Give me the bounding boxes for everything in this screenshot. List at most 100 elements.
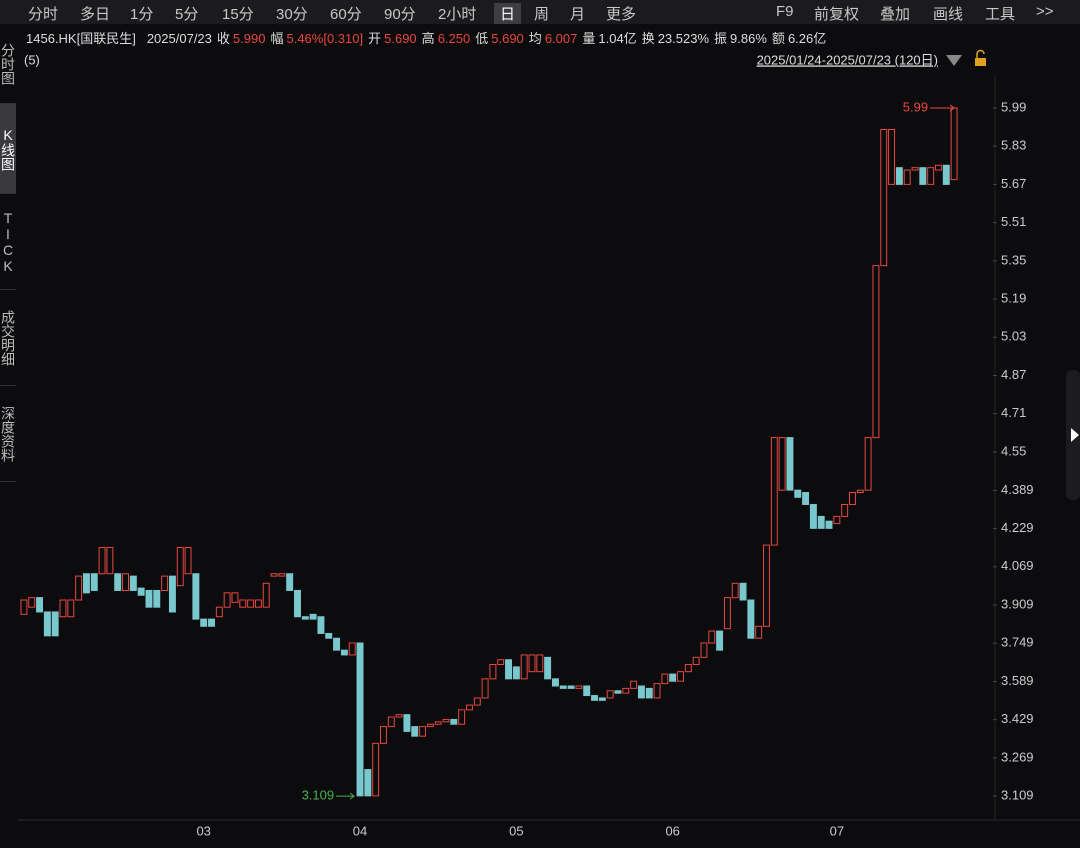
symbol: 1456.HK[国联民生]	[26, 31, 136, 46]
field-value: 9.86%	[730, 31, 767, 46]
candle-down	[340, 649, 348, 656]
candle-down	[411, 726, 419, 737]
field-label: 收	[216, 31, 230, 46]
candle-down	[598, 697, 606, 701]
tab[interactable]: 分时	[28, 6, 59, 23]
tab[interactable]: 60分	[330, 6, 362, 23]
tool-button[interactable]: 画线	[933, 6, 964, 23]
candle-up	[278, 573, 286, 577]
candle-up	[184, 546, 192, 575]
candle-up	[75, 575, 83, 601]
candle-up	[481, 678, 489, 699]
tool-button[interactable]: >>	[1036, 3, 1054, 20]
y-tick-label: 3.269	[1001, 749, 1034, 764]
tool-button[interactable]: 前复权	[814, 6, 860, 23]
expand-arrow	[1071, 428, 1079, 442]
candle-down	[505, 659, 513, 680]
candle-down	[544, 656, 552, 680]
candle-up	[731, 582, 739, 599]
tab[interactable]: 1分	[130, 6, 154, 23]
y-tick-label: 4.069	[1001, 558, 1034, 573]
y-tick-label: 5.35	[1001, 252, 1026, 267]
field-value: 5.690	[491, 31, 524, 46]
candle-up	[864, 437, 872, 491]
candle-up	[849, 492, 856, 505]
candle-up	[927, 167, 935, 185]
range-label: 2025/01/24-2025/07/23 (120日)	[757, 52, 938, 67]
candle-up	[520, 654, 528, 680]
candle-down	[817, 515, 825, 529]
candle-down	[825, 520, 833, 529]
candle-up	[270, 573, 278, 577]
y-tick-label: 3.909	[1001, 596, 1034, 611]
candle-down	[192, 573, 200, 620]
candle-down	[591, 695, 598, 701]
side-tab[interactable]: 深度资料	[0, 386, 16, 482]
sidebar: 分时图 K线图 TICK 成交明细 深度资料	[0, 24, 16, 534]
field-label: 量	[582, 31, 596, 46]
candle-up	[723, 597, 731, 630]
side-tab[interactable]: 成交明细	[0, 290, 16, 386]
candle-down	[294, 589, 301, 618]
tab[interactable]: 周	[534, 6, 550, 23]
lock-shackle	[976, 49, 985, 58]
candle-down	[200, 618, 208, 627]
tab[interactable]: 2小时	[438, 6, 477, 23]
low-arrow-head	[349, 792, 355, 800]
candle-up	[161, 575, 169, 591]
candle-up	[215, 606, 223, 618]
field-label: 低	[475, 31, 489, 46]
candle-down	[450, 718, 458, 725]
tab[interactable]: 更多	[606, 6, 637, 23]
tab[interactable]: 日	[494, 3, 522, 24]
candle-down	[82, 573, 90, 594]
candle-down	[317, 616, 325, 634]
candle-down	[637, 685, 645, 699]
candle-up	[419, 726, 427, 737]
candle-up	[606, 690, 614, 699]
tab[interactable]: 5分	[175, 6, 199, 23]
field-value: 6.007	[544, 31, 578, 46]
candle-down	[716, 630, 724, 651]
field-label: 换	[641, 31, 655, 46]
side-tab[interactable]: 分时图	[0, 24, 16, 104]
candle-down	[567, 685, 575, 689]
tab[interactable]: 多日	[80, 6, 111, 23]
candle-up	[684, 664, 692, 673]
tab[interactable]: 月	[570, 6, 586, 23]
candle-down	[786, 437, 794, 491]
candle-up	[458, 709, 466, 725]
field-value: 5.690	[384, 31, 417, 46]
x-tick-label: 05	[509, 823, 523, 838]
tab[interactable]: 15分	[222, 6, 254, 23]
field-value: 5.990	[232, 31, 266, 46]
candle-down	[90, 573, 98, 591]
tab[interactable]: 30分	[276, 6, 308, 23]
candle-down	[512, 666, 520, 680]
candle-down	[559, 685, 567, 689]
tab[interactable]: 90分	[384, 6, 416, 23]
candle-up	[395, 714, 403, 718]
tool-button[interactable]: 工具	[985, 6, 1016, 23]
candle-up	[677, 671, 684, 682]
tool-button[interactable]: 叠加	[880, 6, 911, 23]
y-tick-label: 5.67	[1001, 176, 1026, 191]
candle-up	[661, 673, 669, 685]
toolbar: 分时 多日 1分 5分 15分 30分 60分 90分 2小时日周 月 更多 F9 前复权 叠加 画线 工具 >…	[0, 0, 1080, 24]
field-value: 5.46%[0.310]	[286, 31, 364, 46]
candle-up	[247, 599, 255, 608]
candle-up	[239, 599, 247, 608]
indicator: (5)	[24, 52, 40, 67]
candle-up	[28, 597, 36, 608]
side-tab[interactable]: K线图	[0, 104, 16, 194]
candle-up	[442, 718, 450, 723]
candle-up	[950, 107, 958, 181]
candle-down	[153, 589, 161, 608]
side-tab[interactable]: TICK	[0, 194, 16, 290]
x-tick-label: 03	[196, 823, 210, 838]
candle-up	[778, 437, 786, 491]
candle-up	[888, 128, 896, 185]
candle-up	[59, 599, 67, 618]
tool-button[interactable]: F9	[776, 3, 794, 20]
